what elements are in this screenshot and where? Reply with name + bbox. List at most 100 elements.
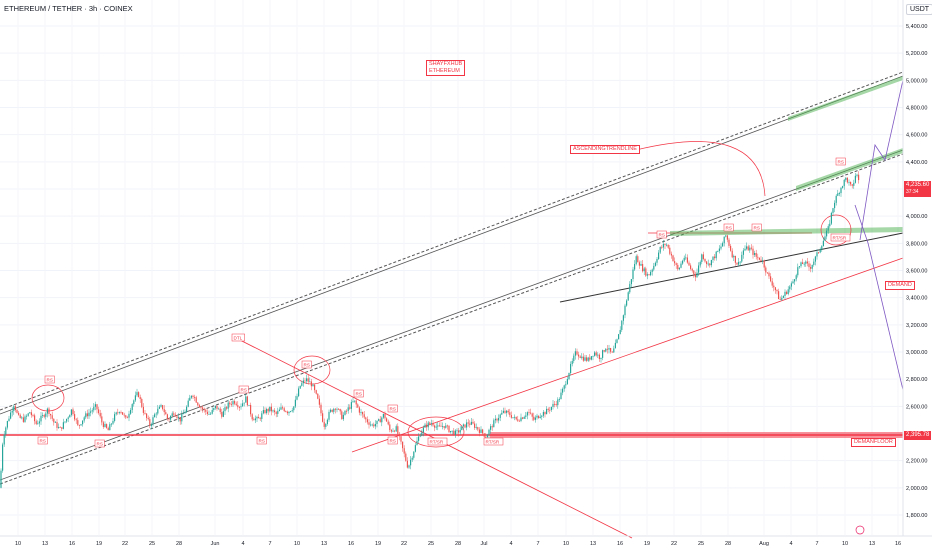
y-axis-bg <box>903 0 932 550</box>
candle-body <box>299 385 301 389</box>
candle-body <box>386 418 388 422</box>
candle-body <box>590 356 592 360</box>
candle-body <box>816 252 818 257</box>
rt-circle-1 <box>407 416 465 448</box>
candle-body <box>54 422 56 423</box>
candle-body <box>227 402 229 409</box>
x-tick-label: 10 <box>15 541 21 547</box>
candle-body <box>274 410 276 413</box>
candle-body <box>229 402 231 405</box>
candle-body <box>755 253 757 257</box>
candle-body <box>451 430 453 432</box>
candle-body <box>254 418 256 421</box>
candle-body <box>176 416 178 419</box>
candle-body <box>459 430 461 433</box>
candle-body <box>672 255 674 262</box>
candle-body <box>659 246 661 253</box>
candle-body <box>542 412 544 416</box>
candle-body <box>438 425 440 427</box>
candle-body <box>680 263 682 268</box>
candle-body <box>373 424 375 427</box>
candle-body <box>595 352 597 356</box>
candle-body <box>182 413 184 415</box>
candle-body <box>819 249 821 253</box>
candle-body <box>32 415 34 416</box>
x-tick-label: Jun <box>211 541 220 547</box>
event-marker-icon[interactable] <box>855 525 865 535</box>
candle-body <box>824 236 826 241</box>
candle-body <box>390 430 392 432</box>
candle-body <box>622 315 624 321</box>
candle-body <box>414 445 416 452</box>
candle-body <box>754 253 756 255</box>
rs-tag-text: RS <box>659 232 665 237</box>
candle-body <box>221 412 223 417</box>
currency-label[interactable]: USDT <box>906 4 932 15</box>
candle-body <box>685 257 687 259</box>
candle-body <box>712 256 714 260</box>
candle-body <box>445 425 447 428</box>
candle-body <box>437 425 439 427</box>
candle-body <box>58 426 60 428</box>
candle-body <box>328 411 330 420</box>
candle-body <box>134 395 136 401</box>
candle-body <box>656 259 658 263</box>
projection-path-up <box>859 79 904 241</box>
candle-body <box>618 334 620 340</box>
candle-body <box>342 414 344 420</box>
candle-body <box>91 410 93 412</box>
candle-body <box>405 453 407 461</box>
candle-body <box>669 247 671 254</box>
candle-body <box>515 416 517 420</box>
candle-body <box>237 405 239 408</box>
y-tick-label: 1,800.00 <box>906 513 927 519</box>
candle-body <box>142 406 144 413</box>
candle-body <box>378 419 380 421</box>
candle-body <box>835 195 837 203</box>
candle-body <box>222 411 224 417</box>
candle-body <box>714 256 716 259</box>
candle-body <box>722 243 724 247</box>
rs-tag: RT/SR <box>427 437 448 446</box>
candle-body <box>346 410 348 412</box>
candle-body <box>568 372 570 380</box>
candle-body <box>291 410 293 412</box>
candle-body <box>717 250 719 252</box>
candle-body <box>850 181 852 185</box>
candle-body <box>771 281 773 286</box>
candle-body <box>352 401 354 403</box>
candle-body <box>400 436 402 442</box>
candle-body <box>531 413 533 417</box>
candle-body <box>650 271 652 276</box>
candle-body <box>363 414 365 418</box>
candle-body <box>166 414 168 419</box>
candle-body <box>654 262 656 266</box>
current-price-value: 4,235.60 <box>906 182 930 188</box>
candle-body <box>597 354 599 356</box>
candle-body <box>765 267 767 273</box>
rs-tag-box <box>483 437 504 446</box>
candle-body <box>579 356 581 358</box>
y-tick-label: 5,200.00 <box>906 51 927 57</box>
candle-body <box>325 423 327 427</box>
candle-body <box>101 416 103 423</box>
candle-body <box>667 244 669 248</box>
candle-body <box>162 405 164 410</box>
candle-body <box>357 404 359 408</box>
candle-body <box>518 420 520 422</box>
candle-body <box>131 404 133 410</box>
candle-body <box>814 256 816 262</box>
rt-circle-2 <box>820 214 852 246</box>
candle-body <box>256 417 258 419</box>
candle-body <box>699 261 701 266</box>
mid-channel-line-solid <box>0 149 904 481</box>
candle-body <box>800 262 802 267</box>
candle-body <box>626 300 628 306</box>
candle-body <box>677 264 679 270</box>
candle-body <box>723 236 725 244</box>
candle-body <box>770 276 772 282</box>
candle-body <box>736 262 738 265</box>
candle-body <box>371 424 373 426</box>
x-tick-label: Jul <box>480 541 487 547</box>
